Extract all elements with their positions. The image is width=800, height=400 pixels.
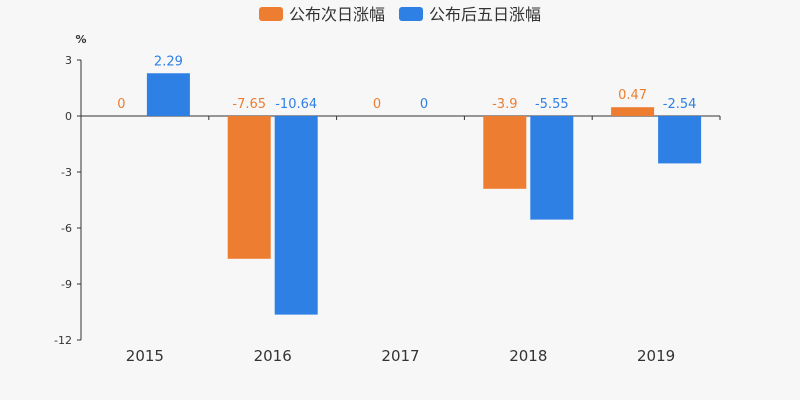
data-label: 2.29	[154, 54, 183, 69]
data-label: -5.55	[535, 97, 569, 112]
bar	[146, 73, 190, 116]
data-label: 0.47	[618, 88, 647, 103]
bar	[227, 116, 271, 259]
bar	[658, 116, 702, 164]
y-tick-label: -9	[61, 278, 72, 291]
legend-label: 公布次日涨幅	[289, 5, 385, 24]
value-labels: 0 -7.65 0 -3.9 0.47 2.29 -10.64 0 -5.55 -2.54	[117, 54, 696, 112]
legend-label: 公布后五日涨幅	[429, 5, 541, 24]
data-label: -3.9	[492, 97, 517, 112]
bar	[483, 116, 527, 189]
y-tick-label: -3	[61, 166, 72, 179]
x-tick-label: 2015	[126, 347, 164, 365]
bar	[274, 116, 318, 315]
y-tick-label: 3	[65, 54, 72, 67]
data-label: 0	[373, 97, 381, 112]
x-tick-label: 2018	[509, 347, 547, 365]
legend-swatch	[259, 7, 283, 21]
legend-item[interactable]: 公布次日涨幅	[259, 5, 385, 24]
y-tick-label: 0	[65, 110, 72, 123]
bar	[611, 107, 655, 116]
x-tick-label: 2019	[637, 347, 675, 365]
bars	[146, 73, 702, 315]
bar	[530, 116, 574, 220]
x-tick-label: 2016	[254, 347, 292, 365]
legend: 公布次日涨幅 公布后五日涨幅	[259, 5, 541, 24]
data-label: 0	[420, 97, 428, 112]
data-label: -2.54	[663, 97, 697, 112]
y-tick-label: -12	[54, 334, 72, 347]
data-label: -10.64	[275, 97, 317, 112]
x-tick-label: 2017	[381, 347, 419, 365]
y-tick-label: -6	[61, 222, 72, 235]
data-label: -7.65	[232, 97, 266, 112]
y-axis-unit-label: %	[75, 33, 86, 46]
data-label: 0	[117, 97, 125, 112]
legend-swatch	[399, 7, 423, 21]
legend-item[interactable]: 公布后五日涨幅	[399, 5, 541, 24]
